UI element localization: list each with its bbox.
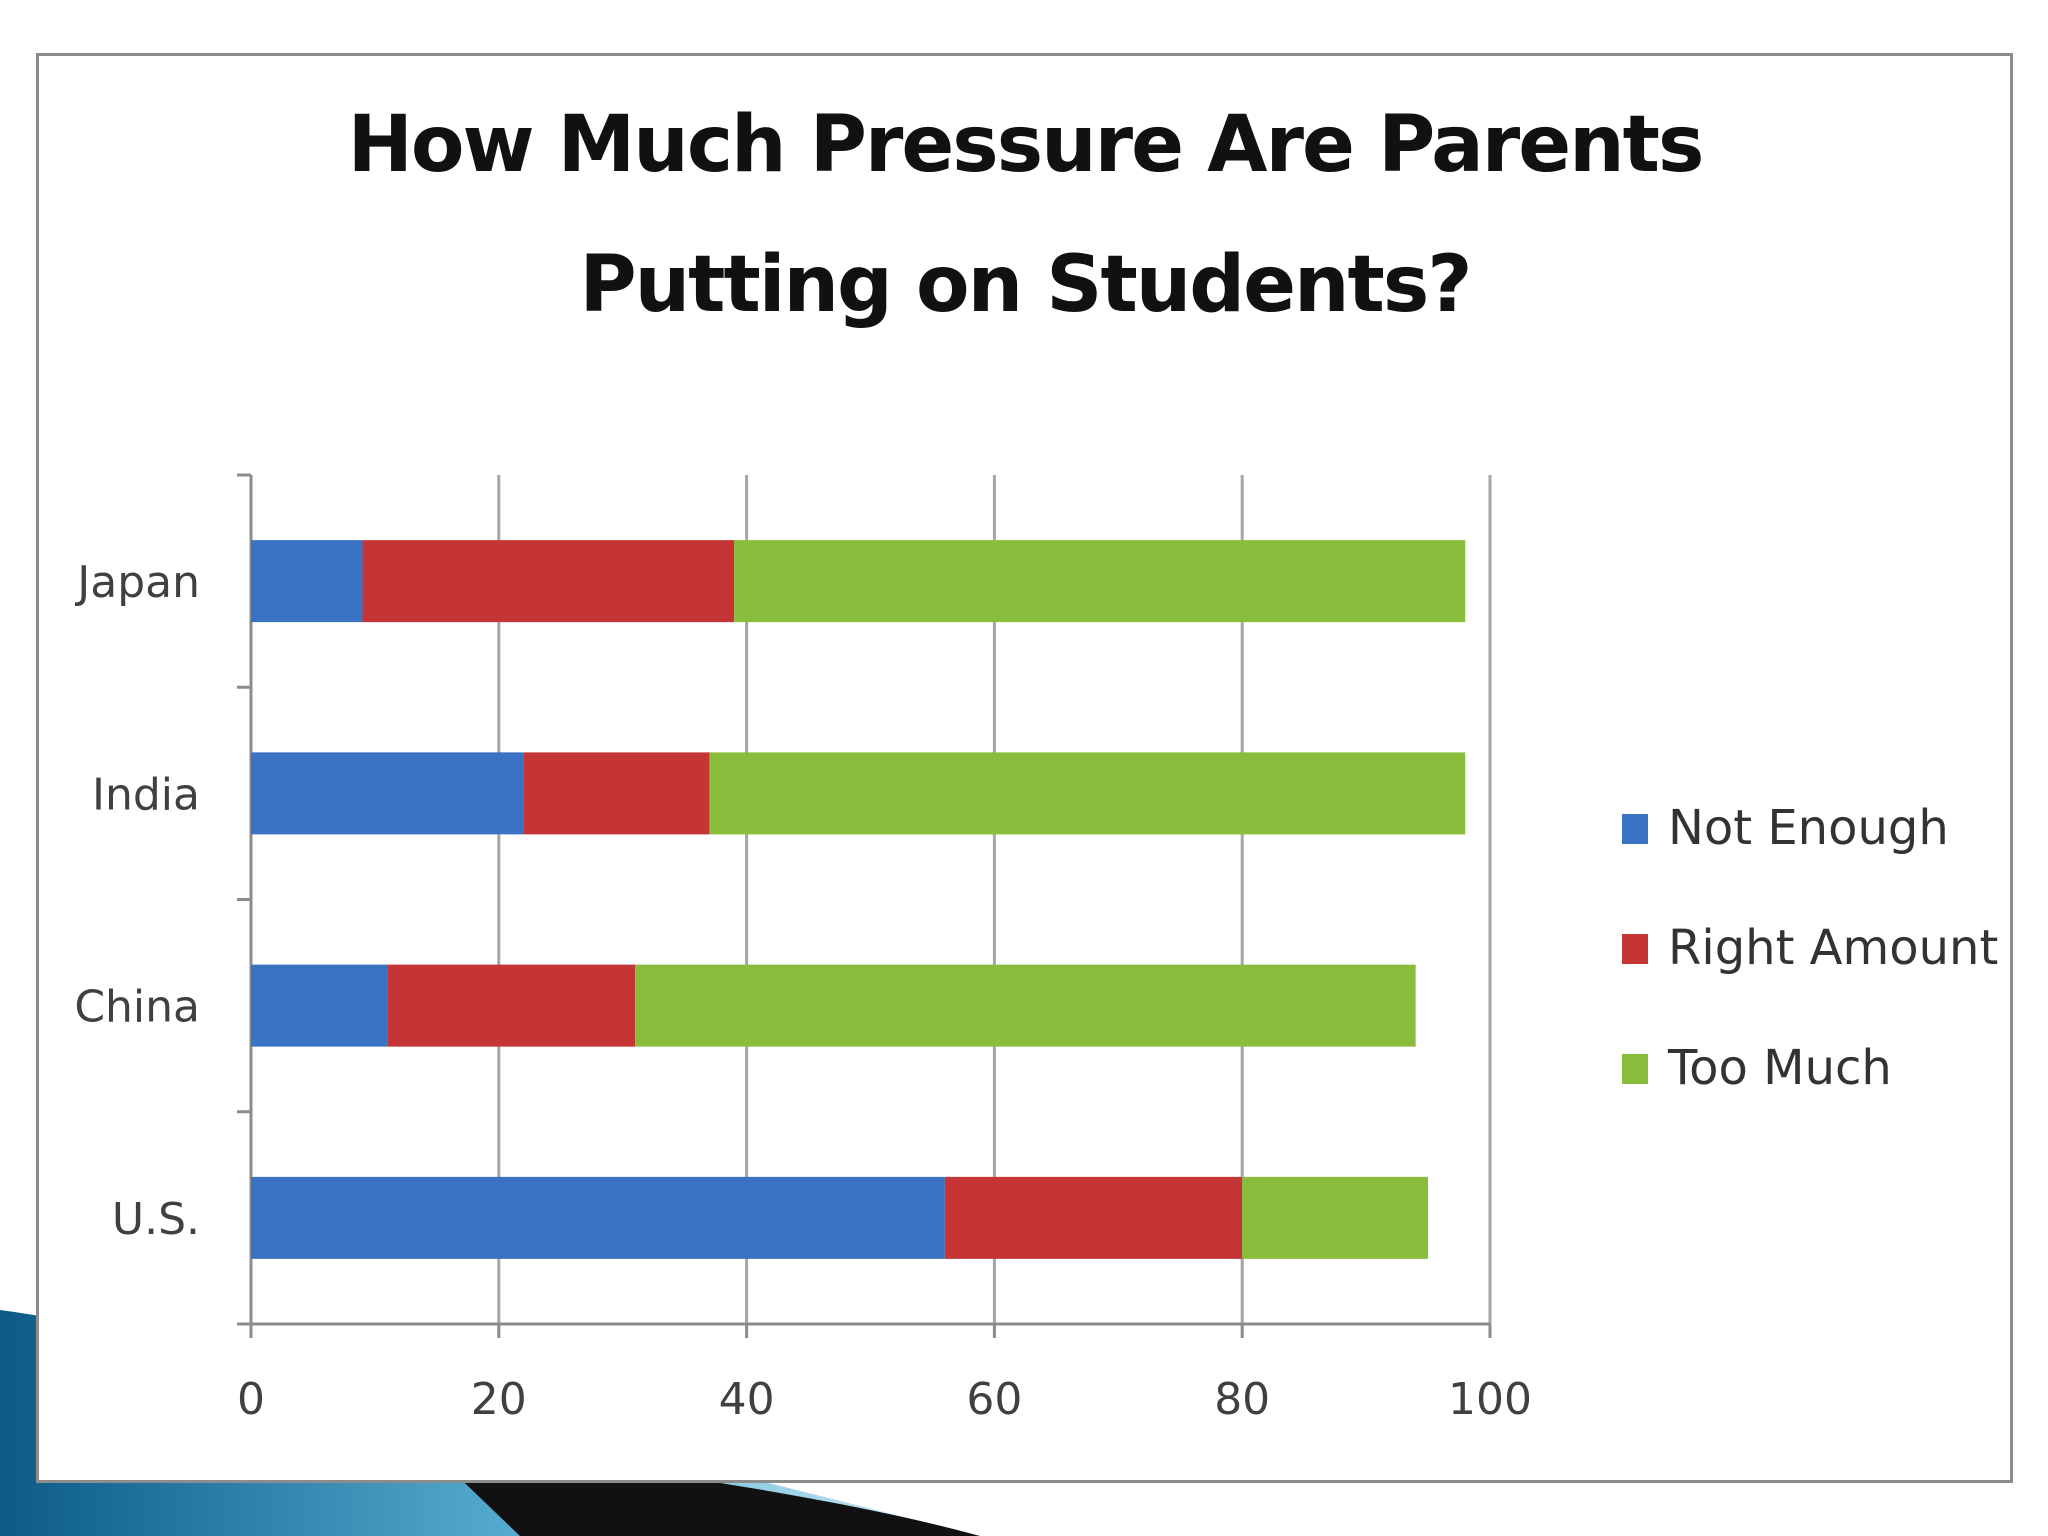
axis-labels: 0 20 40 60 80 100 Japan India China U.S. bbox=[74, 557, 1532, 1425]
bars bbox=[251, 540, 1466, 1259]
bar-right-amount bbox=[387, 964, 636, 1047]
legend-label: Right Amount bbox=[1668, 920, 1998, 976]
y-category-label: India bbox=[92, 769, 200, 820]
x-tick-label: 0 bbox=[237, 1374, 265, 1425]
x-tick-label: 80 bbox=[1214, 1374, 1270, 1425]
bar-too-much bbox=[635, 964, 1416, 1047]
y-category-label: China bbox=[74, 982, 200, 1033]
bar-not-enough bbox=[251, 540, 363, 623]
legend-swatch bbox=[1622, 814, 1648, 844]
legend-label: Too Much bbox=[1667, 1040, 1892, 1096]
bar-right-amount bbox=[362, 540, 735, 623]
legend-label: Not Enough bbox=[1668, 800, 1949, 856]
legend: Not Enough Right Amount Too Much bbox=[1622, 800, 1998, 1096]
y-category-label: U.S. bbox=[112, 1194, 200, 1245]
legend-swatch bbox=[1622, 1054, 1648, 1084]
bar-too-much bbox=[1242, 1176, 1429, 1259]
bar-right-amount bbox=[944, 1176, 1243, 1259]
bar-not-enough bbox=[251, 1176, 945, 1259]
x-tick-label: 100 bbox=[1448, 1374, 1532, 1425]
x-tick-label: 60 bbox=[966, 1374, 1022, 1425]
bar-not-enough bbox=[251, 964, 388, 1047]
chart-title: How Much Pressure Are Parents Putting on… bbox=[347, 100, 1705, 330]
bar-too-much bbox=[734, 540, 1466, 623]
bar-too-much bbox=[709, 752, 1466, 835]
y-category-label: Japan bbox=[74, 557, 200, 608]
bar-right-amount bbox=[523, 752, 710, 835]
legend-swatch bbox=[1622, 934, 1648, 964]
bar-not-enough bbox=[251, 752, 524, 835]
x-tick-label: 20 bbox=[471, 1374, 527, 1425]
x-tick-label: 40 bbox=[719, 1374, 775, 1425]
